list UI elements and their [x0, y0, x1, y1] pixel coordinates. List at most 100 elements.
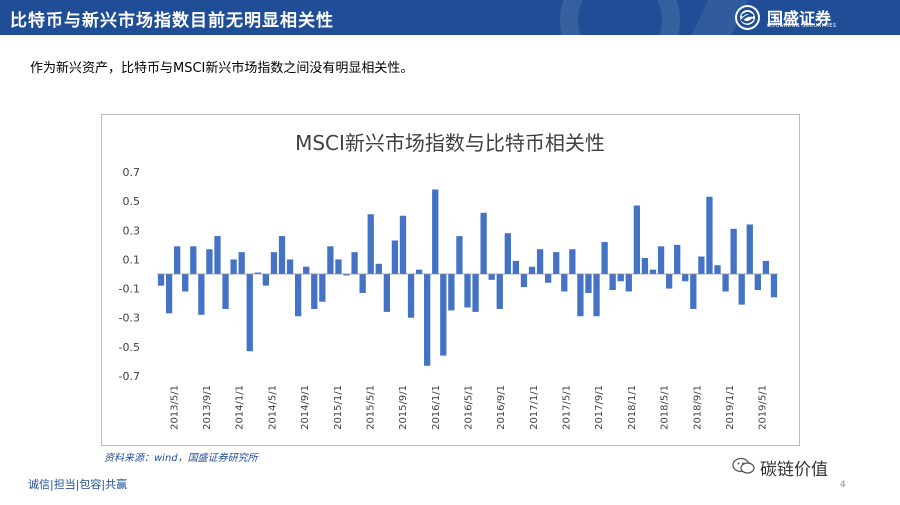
x-tick-label: 2017/5/1 — [562, 385, 573, 430]
bar — [214, 236, 221, 274]
x-tick-label: 2017/1/1 — [529, 385, 540, 430]
header-bar: 比特币与新兴市场指数目前无明显相关性 国盛证券 GUOSHENG SECURIT… — [0, 0, 900, 35]
page-title: 比特币与新兴市场指数目前无明显相关性 — [10, 11, 334, 31]
bar — [157, 274, 165, 286]
bar — [520, 274, 528, 288]
x-tick-label: 2018/5/1 — [660, 385, 671, 430]
bar — [391, 240, 399, 274]
y-tick-label: 0.3 — [123, 224, 141, 237]
bar — [415, 269, 423, 274]
bar — [222, 274, 229, 309]
company-logo: 国盛证券 GUOSHENG SECURITIES — [735, 4, 895, 31]
bar — [730, 228, 737, 274]
bar — [641, 257, 649, 274]
bar — [617, 274, 624, 282]
x-tick-label: 2015/9/1 — [398, 385, 409, 430]
x-axis: 2013/5/1 2013/9/1 2014/1/1 2014/5/1 2014/9/1… — [157, 273, 778, 430]
bar — [375, 263, 382, 274]
bar — [359, 274, 366, 293]
bar — [278, 236, 286, 274]
logo-mark-icon — [735, 5, 760, 30]
bar — [238, 252, 245, 274]
bar — [738, 274, 745, 305]
bar — [230, 259, 237, 274]
bar — [722, 274, 729, 292]
x-tick-label: 2019/5/1 — [758, 385, 769, 430]
bar — [706, 196, 713, 274]
y-tick-label: -0.5 — [119, 341, 140, 354]
bar — [456, 236, 463, 274]
bar — [262, 274, 270, 286]
bar — [182, 274, 189, 292]
y-axis: 0.7 0.5 0.3 0.1 -0.1 -0.3 -0.5 -0.7 — [119, 166, 140, 383]
bar — [448, 274, 455, 311]
x-tick-label: 2016/9/1 — [496, 385, 507, 430]
bar — [319, 274, 326, 302]
bar — [545, 274, 552, 283]
bar — [746, 224, 753, 274]
x-tick-label: 2016/1/1 — [431, 385, 442, 430]
bar — [432, 189, 439, 274]
bar — [682, 274, 689, 282]
y-tick-label: -0.3 — [119, 312, 140, 325]
bar — [190, 246, 197, 274]
source-note: 资料来源：wind，国盛证券研究所 — [104, 453, 258, 464]
logo-subtext: GUOSHENG SECURITIES — [767, 23, 837, 29]
bar — [754, 274, 761, 291]
intro-text: 作为新兴资产，比特币与MSCI新兴市场指数之间没有明显相关性。 — [30, 61, 414, 76]
bar — [198, 274, 205, 315]
bar — [294, 274, 302, 317]
bar — [561, 274, 568, 292]
watermark-text: 碳链价值 — [760, 460, 828, 480]
bar — [625, 274, 632, 292]
x-tick-label: 2013/9/1 — [202, 385, 213, 430]
bar — [246, 274, 253, 352]
bar — [504, 233, 511, 274]
bar — [674, 244, 681, 274]
x-tick-label: 2014/1/1 — [235, 385, 246, 430]
y-tick-label: -0.1 — [119, 283, 140, 296]
bar — [174, 246, 181, 274]
bar — [657, 246, 665, 274]
correlation-bar-chart: MSCI新兴市场指数与比特币相关性 0.7 0.5 0.3 0.1 -0.1 -0.3 -0… — [119, 131, 778, 430]
bar — [770, 274, 778, 298]
x-tick-label: 2014/9/1 — [300, 385, 311, 430]
bar — [343, 274, 350, 276]
bar — [698, 256, 705, 274]
x-tick-label: 2016/5/1 — [464, 385, 475, 430]
bar — [335, 259, 342, 274]
bar — [407, 274, 415, 318]
bar — [528, 266, 536, 274]
bar — [286, 259, 294, 274]
bar — [496, 274, 503, 309]
x-tick-label: 2017/9/1 — [594, 385, 605, 430]
bar — [690, 274, 697, 309]
bar — [206, 249, 213, 274]
bar — [472, 274, 479, 312]
bar — [254, 272, 261, 274]
wechat-icon — [732, 457, 755, 474]
bar — [367, 214, 374, 274]
bar — [536, 249, 544, 274]
bar — [762, 260, 770, 274]
bar — [440, 274, 447, 356]
bar — [488, 274, 495, 280]
y-tick-label: -0.7 — [119, 370, 140, 383]
footer-slogan: 诚信|担当|包容|共赢 — [28, 478, 128, 491]
bar — [633, 205, 641, 274]
x-tick-label: 2018/9/1 — [692, 385, 703, 430]
header-decoration — [560, 0, 680, 35]
bar — [311, 274, 318, 309]
x-tick-label: 2015/5/1 — [365, 385, 376, 430]
bar — [303, 266, 310, 274]
y-tick-label: 0.1 — [123, 253, 141, 266]
bar — [585, 274, 592, 293]
bar — [569, 249, 576, 274]
bar — [714, 265, 721, 274]
bar-series — [157, 189, 778, 366]
page-number: 4 — [840, 480, 846, 490]
bar — [609, 274, 616, 291]
bar — [464, 274, 471, 308]
bar — [512, 260, 520, 274]
bar — [665, 274, 673, 289]
